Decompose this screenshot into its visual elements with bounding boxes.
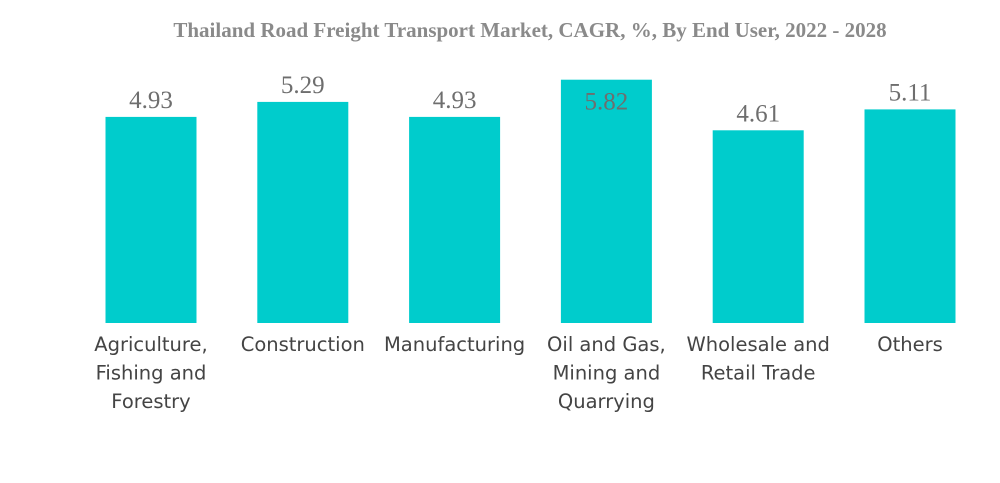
category-label-5: Wholesale and Retail Trade (686, 333, 829, 385)
value-labels-group: 4.93 5.29 4.93 5.82 4.61 5.11 (129, 72, 931, 127)
bar-2 (257, 101, 349, 324)
category-label-line: Forestry (111, 390, 190, 413)
bar-value-label-3: 4.93 (433, 87, 477, 114)
category-label-line: Agriculture, (94, 333, 207, 356)
category-label-line: Oil and Gas, (547, 333, 666, 356)
category-label-6: Others (877, 333, 943, 356)
bar-1 (105, 116, 197, 324)
category-label-line: Manufacturing (384, 333, 525, 356)
bar-value-label-5: 4.61 (736, 100, 780, 127)
bars-group (105, 79, 956, 324)
chart-title: Thailand Road Freight Transport Market, … (173, 18, 886, 42)
bar-6 (864, 109, 956, 324)
category-label-2: Construction (241, 333, 365, 356)
bar-5 (712, 130, 804, 323)
bar-value-label-1: 4.93 (129, 87, 173, 114)
category-label-line: Fishing and (96, 362, 207, 385)
category-label-line: Others (877, 333, 943, 356)
category-label-line: Construction (241, 333, 365, 356)
category-label-line: Wholesale and (686, 333, 829, 356)
category-labels-group: Agriculture, Fishing and Forestry Construct… (94, 333, 942, 413)
category-label-line: Mining and (553, 362, 661, 385)
category-label-3: Manufacturing (384, 333, 525, 356)
category-label-line: Retail Trade (701, 362, 816, 385)
bar-3 (409, 116, 501, 324)
bar-value-label-2: 5.29 (281, 72, 325, 99)
bar-value-label-6: 5.11 (889, 79, 932, 106)
bar-4 (560, 79, 652, 323)
bar-value-label-4: 5.82 (585, 89, 629, 116)
category-label-1: Agriculture, Fishing and Forestry (94, 333, 207, 413)
category-label-4: Oil and Gas, Mining and Quarrying (547, 333, 666, 413)
category-label-line: Quarrying (558, 390, 655, 413)
